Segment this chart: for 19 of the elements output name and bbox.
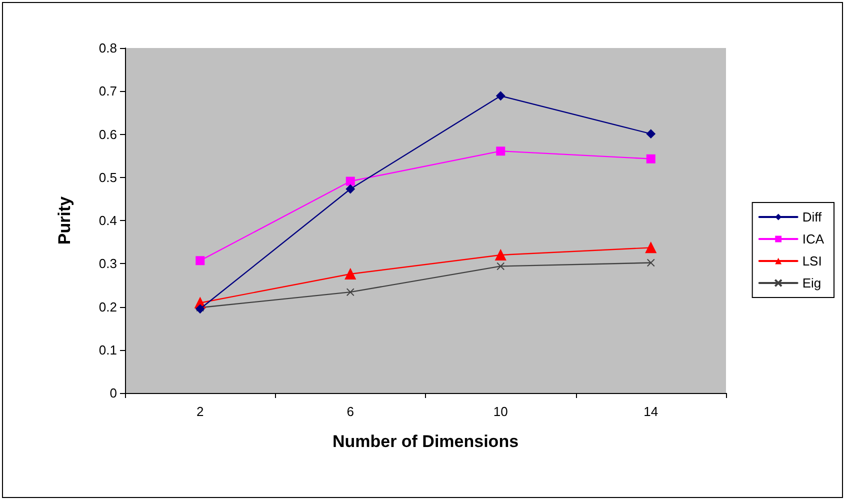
y-tick-label: 0 [110,386,117,400]
x-tick-label: 2 [196,404,204,419]
legend-label: LSI [802,254,822,268]
y-tick-label: 0.7 [98,84,117,99]
y-tick-label: 0.5 [98,170,117,185]
x-tick-label: 14 [644,404,658,419]
legend-label: Eig [802,276,822,290]
x-tick-label: 10 [493,404,508,419]
y-tick-label: 0.6 [98,126,117,142]
y-tick-label: 0.1 [98,342,117,358]
y-tick-label: 0.8 [98,40,117,56]
legend-label: ICA [802,232,824,246]
x-tick-label: 6 [346,404,354,419]
y-tick-label: 0.2 [98,299,117,314]
y-tick-label: 0.4 [98,213,117,228]
y-tick-label: 0.3 [98,256,117,272]
legend-label: Diff [802,210,822,224]
x-axis-title: Number of Dimensions [332,432,519,451]
y-axis-title: Purity [55,196,74,245]
